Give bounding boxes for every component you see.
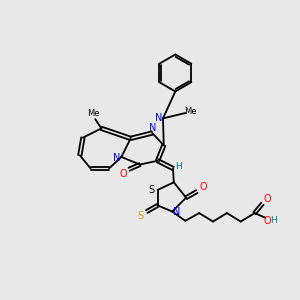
Text: O: O bbox=[263, 194, 271, 204]
Text: Me: Me bbox=[184, 107, 196, 116]
Text: Me: Me bbox=[87, 109, 100, 118]
Text: N: N bbox=[113, 153, 121, 164]
Text: O: O bbox=[119, 169, 127, 179]
Text: O: O bbox=[199, 182, 207, 192]
Text: O: O bbox=[263, 216, 271, 226]
Text: N: N bbox=[173, 207, 181, 217]
Text: H: H bbox=[175, 162, 182, 171]
Text: H: H bbox=[270, 216, 277, 225]
Text: S: S bbox=[148, 185, 154, 195]
Text: N: N bbox=[148, 123, 156, 134]
Text: S: S bbox=[138, 211, 144, 221]
Text: N: N bbox=[155, 113, 163, 123]
